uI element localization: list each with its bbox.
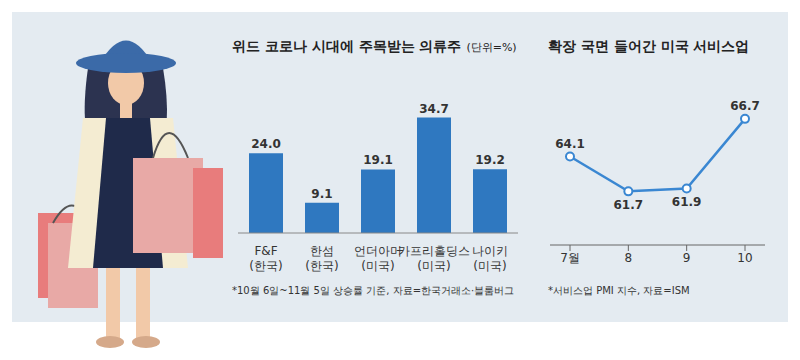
html-text:*서비스업 PMI 지수, 자료=ISM: *서비스업 PMI 지수, 자료=ISM — [548, 285, 690, 296]
svg-text:7월: 7월 — [560, 251, 580, 265]
svg-text:한섬(한국): 한섬(한국) — [305, 244, 338, 273]
svg-text:F&F(한국): F&F(한국) — [249, 244, 282, 273]
svg-text:19.2: 19.2 — [475, 153, 505, 167]
svg-text:64.1: 64.1 — [555, 137, 585, 151]
svg-text:9.1: 9.1 — [311, 187, 332, 201]
html-text:*10월 6일~11월 5일 상승률 기준, 자료=한국거래: *10월 6일~11월 5일 상승률 기준, 자료=한국거래소·블룸버그 — [232, 285, 515, 296]
svg-text:8: 8 — [625, 251, 633, 265]
svg-text:언더아머(미국): 언더아머(미국) — [354, 244, 402, 273]
svg-text:9: 9 — [683, 251, 691, 265]
svg-text:61.9: 61.9 — [672, 195, 702, 209]
html-text:확장 국면 들어간 미국 서비스업: 확장 국면 들어간 미국 서비스업 — [548, 38, 750, 54]
svg-text:24.0: 24.0 — [251, 137, 281, 151]
svg-text:나이키(미국): 나이키(미국) — [472, 244, 508, 273]
svg-text:카프리홀딩스(미국): 카프리홀딩스(미국) — [398, 244, 470, 273]
svg-text:19.1: 19.1 — [363, 153, 393, 167]
svg-text:10: 10 — [737, 251, 752, 265]
svg-text:61.7: 61.7 — [614, 198, 644, 212]
svg-text:66.7: 66.7 — [730, 99, 760, 113]
svg-text:34.7: 34.7 — [419, 102, 449, 116]
html-text:위드 코로나 시대에 주목받는 의류주 (단위=%): 위드 코로나 시대에 주목받는 의류주 (단위=%) — [232, 38, 517, 54]
